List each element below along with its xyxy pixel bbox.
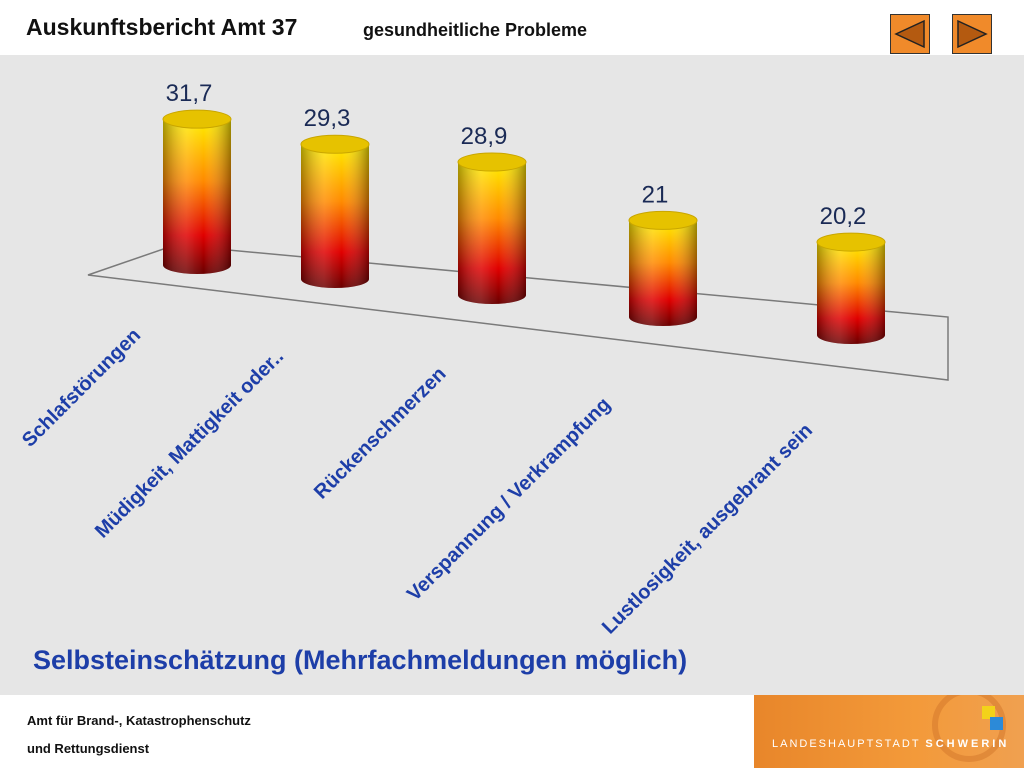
bar (628, 210, 698, 326)
bar-shade (629, 220, 697, 326)
chart-caption: Selbsteinschätzung (Mehrfachmeldungen mö… (33, 645, 688, 675)
bar (816, 232, 886, 344)
logo-emblem (932, 695, 1006, 762)
slide-footer: Amt für Brand-, Katastrophenschutz und R… (0, 695, 1024, 768)
category-label: Müdigkeit, Mattigkeit oder.. (91, 345, 288, 542)
bar-shade (163, 119, 231, 275)
category-label: Verspannung / Verkrampfung (403, 394, 615, 606)
category-label: Schlafstörungen (18, 324, 145, 451)
logo-name: SCHWERIN (925, 738, 1010, 750)
page-subtitle: gesundheitliche Probleme (363, 20, 588, 40)
category-label: Lustlosigkeit, ausgebrant sein (598, 419, 817, 638)
bar-top (300, 134, 370, 154)
page-title: Auskunftsbericht Amt 37 (26, 14, 298, 40)
bar-top (162, 109, 232, 129)
footer-line-2: und Rettungsdienst (27, 741, 150, 756)
previous-slide-button[interactable] (890, 14, 930, 54)
slide-header: Auskunftsbericht Amt 37 gesundheitliche … (0, 0, 1024, 55)
bar-shade (301, 144, 369, 288)
triangle-right-icon (957, 19, 988, 49)
bar-top (816, 232, 886, 252)
bar (300, 134, 370, 288)
bar-top (628, 210, 698, 230)
chart-area: 31,7 29,3 28,9 21 20,2 Schlafstörungen Müdigk… (0, 55, 1024, 695)
bar-value-label: 31,7 (166, 80, 213, 107)
bar-shade (458, 162, 526, 304)
footer-line-1: Amt für Brand-, Katastrophenschutz (27, 713, 251, 728)
triangle-left-icon (894, 19, 925, 49)
chart-floor (87, 244, 949, 381)
bar-value-label: 28,9 (461, 123, 508, 150)
logo-text: LANDESHAUPTSTADT SCHWERIN (772, 738, 1009, 750)
bar-value-label: 29,3 (304, 105, 351, 132)
bar-shade (817, 242, 885, 344)
next-slide-button[interactable] (952, 14, 992, 54)
category-label: Rückenschmerzen (310, 363, 451, 504)
city-logo: LANDESHAUPTSTADT SCHWERIN (754, 695, 1024, 768)
bar-chart: 31,7 29,3 28,9 21 20,2 SchlafstörungenMüdigk… (18, 80, 949, 639)
bar (162, 109, 232, 275)
bar-top (457, 152, 527, 172)
bar-value-label: 21 (642, 181, 669, 208)
logo-prefix: LANDESHAUPTSTADT (772, 738, 921, 750)
bar-value-label: 20,2 (820, 203, 867, 230)
bar (457, 152, 527, 304)
